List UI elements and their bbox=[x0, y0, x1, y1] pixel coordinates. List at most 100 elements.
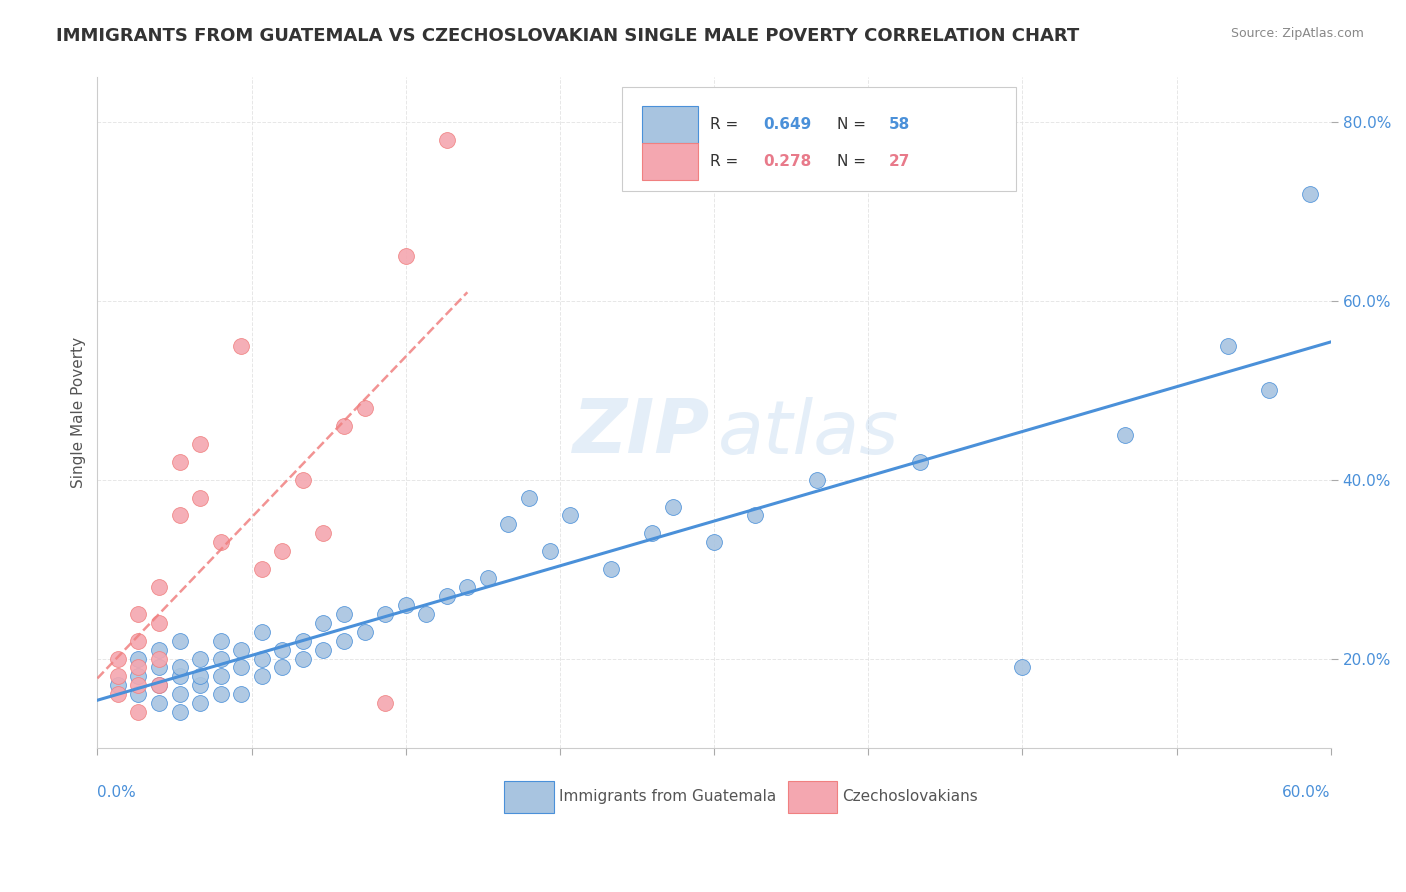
Text: IMMIGRANTS FROM GUATEMALA VS CZECHOSLOVAKIAN SINGLE MALE POVERTY CORRELATION CHA: IMMIGRANTS FROM GUATEMALA VS CZECHOSLOVA… bbox=[56, 27, 1080, 45]
Point bbox=[641, 526, 664, 541]
Point bbox=[169, 633, 191, 648]
Point bbox=[169, 687, 191, 701]
Point bbox=[600, 562, 623, 576]
Point bbox=[333, 633, 356, 648]
Point bbox=[333, 607, 356, 621]
Point bbox=[148, 651, 170, 665]
Point bbox=[374, 696, 396, 710]
Point bbox=[209, 535, 232, 549]
Point bbox=[271, 660, 294, 674]
FancyBboxPatch shape bbox=[643, 143, 697, 179]
Point bbox=[148, 615, 170, 630]
Point bbox=[291, 473, 314, 487]
Point bbox=[908, 455, 931, 469]
Point bbox=[169, 508, 191, 523]
Point bbox=[148, 642, 170, 657]
Point bbox=[353, 401, 375, 416]
Point bbox=[127, 669, 149, 683]
Point bbox=[188, 437, 211, 451]
Point bbox=[188, 696, 211, 710]
Point bbox=[395, 249, 418, 263]
Point bbox=[477, 571, 499, 585]
Point bbox=[1258, 384, 1281, 398]
Point bbox=[209, 669, 232, 683]
Point bbox=[250, 624, 273, 639]
Point bbox=[188, 669, 211, 683]
Point bbox=[1011, 660, 1033, 674]
Point bbox=[271, 642, 294, 657]
FancyBboxPatch shape bbox=[621, 87, 1017, 192]
Text: N =: N = bbox=[838, 117, 872, 132]
Text: Czechoslovakians: Czechoslovakians bbox=[842, 789, 979, 805]
Point bbox=[436, 589, 458, 603]
Point bbox=[127, 651, 149, 665]
Point bbox=[538, 544, 561, 558]
Text: 27: 27 bbox=[889, 153, 911, 169]
Point bbox=[169, 705, 191, 719]
Point bbox=[107, 678, 129, 692]
Point bbox=[250, 651, 273, 665]
Point bbox=[148, 678, 170, 692]
FancyBboxPatch shape bbox=[643, 106, 697, 143]
Text: Source: ZipAtlas.com: Source: ZipAtlas.com bbox=[1230, 27, 1364, 40]
Point bbox=[662, 500, 685, 514]
Text: R =: R = bbox=[710, 117, 744, 132]
Point bbox=[250, 562, 273, 576]
Point bbox=[703, 535, 725, 549]
Point bbox=[231, 660, 253, 674]
Text: 0.278: 0.278 bbox=[763, 153, 811, 169]
Point bbox=[436, 133, 458, 147]
Point bbox=[127, 633, 149, 648]
Point bbox=[127, 687, 149, 701]
Point bbox=[127, 607, 149, 621]
Point bbox=[169, 455, 191, 469]
Point bbox=[209, 651, 232, 665]
FancyBboxPatch shape bbox=[787, 780, 838, 813]
Point bbox=[169, 669, 191, 683]
Text: 0.649: 0.649 bbox=[763, 117, 811, 132]
Point bbox=[231, 338, 253, 352]
Point bbox=[312, 642, 335, 657]
Text: Immigrants from Guatemala: Immigrants from Guatemala bbox=[558, 789, 776, 805]
Point bbox=[231, 687, 253, 701]
Point bbox=[744, 508, 766, 523]
Point bbox=[148, 696, 170, 710]
Point bbox=[1216, 338, 1239, 352]
Point bbox=[353, 624, 375, 639]
Point bbox=[517, 491, 540, 505]
Point bbox=[231, 642, 253, 657]
Text: ZIP: ZIP bbox=[574, 396, 710, 469]
Point bbox=[209, 633, 232, 648]
Point bbox=[250, 669, 273, 683]
Point bbox=[558, 508, 581, 523]
Point bbox=[1114, 428, 1136, 442]
Point bbox=[127, 660, 149, 674]
Point bbox=[107, 651, 129, 665]
Text: 0.0%: 0.0% bbox=[97, 785, 136, 800]
Point bbox=[291, 651, 314, 665]
Point bbox=[107, 687, 129, 701]
Point bbox=[415, 607, 437, 621]
Point bbox=[271, 544, 294, 558]
Point bbox=[291, 633, 314, 648]
Point bbox=[374, 607, 396, 621]
Point bbox=[806, 473, 828, 487]
Text: R =: R = bbox=[710, 153, 744, 169]
Point bbox=[456, 580, 478, 594]
Point bbox=[188, 491, 211, 505]
Text: 60.0%: 60.0% bbox=[1282, 785, 1330, 800]
Point bbox=[148, 660, 170, 674]
Point bbox=[188, 651, 211, 665]
Point bbox=[148, 678, 170, 692]
Point bbox=[209, 687, 232, 701]
Y-axis label: Single Male Poverty: Single Male Poverty bbox=[72, 337, 86, 488]
FancyBboxPatch shape bbox=[505, 780, 554, 813]
Point bbox=[188, 678, 211, 692]
Point bbox=[127, 705, 149, 719]
Text: atlas: atlas bbox=[717, 397, 898, 469]
Point bbox=[169, 660, 191, 674]
Point bbox=[148, 580, 170, 594]
Point bbox=[333, 419, 356, 434]
Point bbox=[127, 678, 149, 692]
Point bbox=[312, 615, 335, 630]
